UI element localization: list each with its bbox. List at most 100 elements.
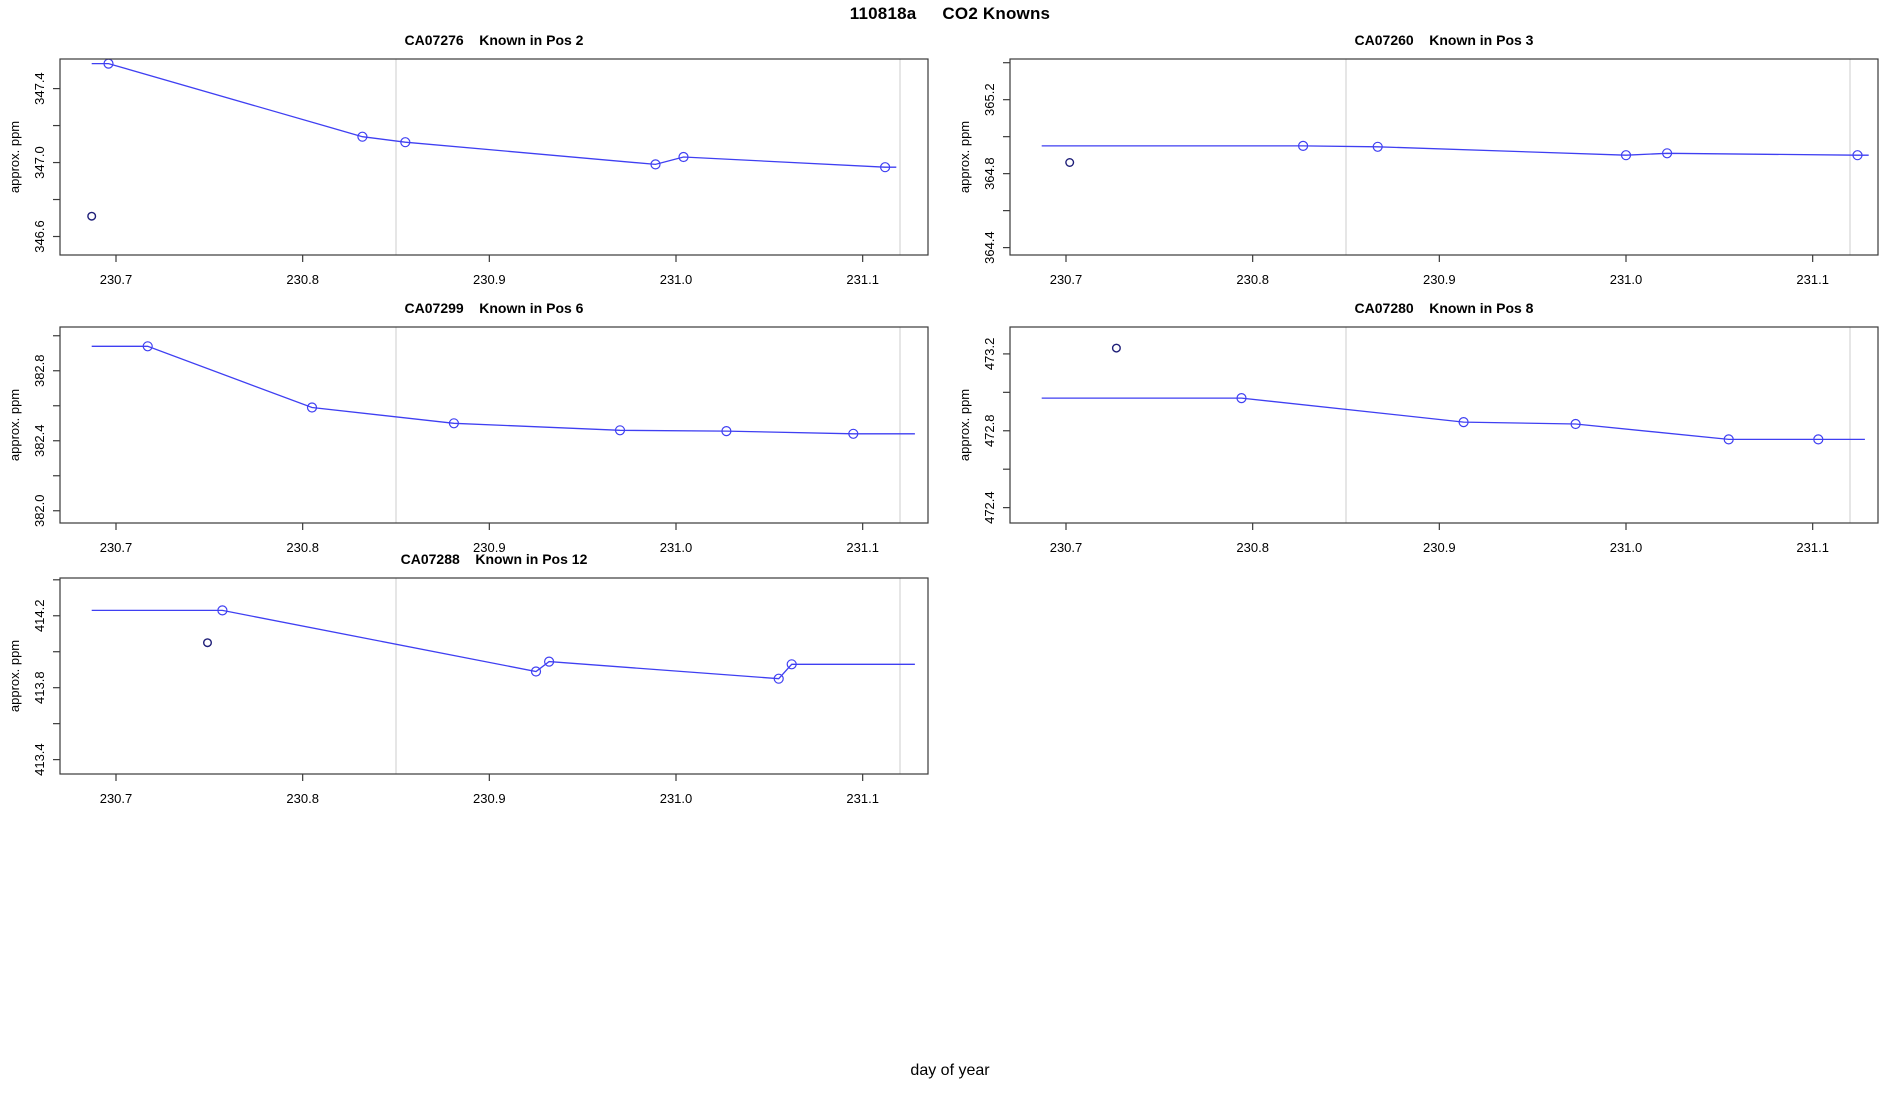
y-axis-tick-label: 414.2 [32, 599, 47, 632]
x-axis-tick-label: 230.7 [1050, 272, 1083, 287]
y-axis-tick-label: 382.8 [32, 354, 47, 387]
figure-title: 110818a CO2 Knowns [0, 4, 1900, 24]
y-axis-title: approx. ppm [7, 389, 22, 461]
chart-panel-CA07260: 230.7 230.8 230.9 231.0 231.1 364.4 364.8 365.2… [950, 14, 1900, 314]
outlier-point-marker [1111, 343, 1121, 353]
data-point-marker [879, 162, 891, 173]
x-axis-tick-label: 230.7 [100, 272, 133, 287]
outlier-point-marker [87, 211, 97, 221]
y-axis-tick-label: 413.4 [32, 743, 47, 776]
data-line-CA07288 [91, 609, 915, 680]
x-axis-tick-label: 230.8 [286, 272, 319, 287]
y-axis-tick-label: 364.8 [982, 157, 997, 190]
panel-svg-CA07299: 230.7 230.8 230.9 231.0 231.1 382.0 382.4 382.8… [7, 300, 929, 555]
x-axis-tick-label: 230.9 [473, 272, 506, 287]
data-point-marker [142, 341, 153, 352]
x-axis-tick-label: 231.0 [660, 272, 693, 287]
data-point-marker [217, 605, 228, 616]
data-point-marker [614, 425, 626, 436]
data-point-marker [1852, 150, 1863, 161]
data-point-marker [786, 659, 797, 670]
data-point-marker [1458, 417, 1469, 428]
y-axis-tick-label: 382.0 [32, 494, 47, 527]
x-axis-tick-label: 231.1 [846, 791, 879, 806]
chart-panel-CA07280: 230.7 230.8 230.9 231.0 231.1 472.4 472.8 473.2… [950, 282, 1900, 582]
data-line-CA07299 [91, 345, 915, 435]
outlier-point-marker [1065, 157, 1075, 167]
x-axis-tick-label: 231.0 [1610, 540, 1643, 555]
plot-frame [1009, 58, 1879, 256]
x-axis-tick-label: 231.1 [846, 540, 879, 555]
y-axis-tick-label: 472.4 [982, 491, 997, 524]
data-point-marker [306, 402, 318, 413]
y-axis-title: approx. ppm [7, 121, 22, 193]
y-axis-title: approx. ppm [957, 121, 972, 193]
data-line-CA07280 [1041, 397, 1865, 441]
outlier-point-marker [202, 638, 212, 648]
panel-title-CA07299: CA07299 Known in Pos 6 [405, 300, 584, 316]
data-point-marker [650, 159, 661, 170]
data-point-marker [1620, 150, 1632, 161]
data-line-CA07260 [1041, 145, 1869, 156]
panel-svg-CA07280: 230.7 230.8 230.9 231.0 231.1 472.4 472.8 473.2… [957, 300, 1879, 555]
x-axis-tick-label: 231.0 [660, 791, 693, 806]
chart-panel-CA07299: 230.7 230.8 230.9 231.0 231.1 382.0 382.4 382.8… [0, 282, 950, 582]
x-axis-tick-label: 230.9 [1423, 272, 1456, 287]
x-axis-title: day of year [910, 1062, 990, 1079]
panel-svg-CA07260: 230.7 230.8 230.9 231.0 231.1 364.4 364.8 365.2… [957, 32, 1879, 287]
data-point-marker [400, 137, 411, 148]
data-point-marker [848, 428, 859, 439]
data-point-marker [530, 666, 542, 677]
x-axis-tick-label: 230.7 [1050, 540, 1083, 555]
y-axis-tick-label: 413.8 [32, 671, 47, 704]
y-axis-title: approx. ppm [957, 389, 972, 461]
y-axis-title: approx. ppm [7, 640, 22, 712]
panel-title-CA07260: CA07260 Known in Pos 3 [1355, 32, 1534, 48]
y-axis-tick-label: 364.4 [982, 231, 997, 264]
x-axis-tick-label: 231.0 [1610, 272, 1643, 287]
data-point-marker [448, 418, 459, 429]
data-point-marker [1723, 434, 1734, 445]
x-axis-tick-label: 230.8 [1236, 272, 1269, 287]
y-axis-tick-label: 346.6 [32, 220, 47, 253]
data-line-CA07276 [91, 62, 897, 168]
x-axis-tick-label: 230.8 [286, 540, 319, 555]
y-axis-tick-label: 472.8 [982, 414, 997, 447]
y-axis-tick-label: 365.2 [982, 83, 997, 116]
plot-frame [59, 577, 929, 775]
data-point-marker [1570, 418, 1581, 430]
data-point-marker [678, 151, 689, 163]
panel-title-CA07276: CA07276 Known in Pos 2 [405, 32, 584, 48]
chart-panel-CA07276: 230.7 230.8 230.9 231.0 231.1 346.6 347.0 347.4… [0, 14, 950, 314]
y-axis-tick-label: 473.2 [982, 338, 997, 371]
panel-title-CA07288: CA07288 Known in Pos 12 [401, 551, 588, 567]
figure-title-text: CO2 Knowns [942, 4, 1051, 23]
data-point-marker [357, 131, 368, 142]
plot-frame [59, 326, 929, 524]
plot-frame [59, 58, 929, 256]
x-axis-tick-label: 231.0 [660, 540, 693, 555]
x-axis-tick-label: 231.1 [1796, 540, 1829, 555]
panel-svg-CA07276: 230.7 230.8 230.9 231.0 231.1 346.6 347.0 347.4… [7, 32, 929, 287]
plot-frame [1009, 326, 1879, 524]
panel-title-CA07280: CA07280 Known in Pos 8 [1355, 300, 1534, 316]
data-point-marker [1661, 148, 1673, 159]
x-axis-tick-label: 231.1 [1796, 272, 1829, 287]
y-axis-tick-label: 347.0 [32, 146, 47, 179]
data-point-marker [773, 673, 784, 684]
x-axis-tick-label: 230.8 [286, 791, 319, 806]
x-axis-tick-label: 230.9 [473, 791, 506, 806]
y-axis-tick-label: 382.4 [32, 424, 47, 457]
data-point-marker [1372, 141, 1383, 152]
data-point-marker [1813, 434, 1824, 445]
x-axis-tick-label: 230.8 [1236, 540, 1269, 555]
x-axis-tick-label: 230.7 [100, 791, 133, 806]
data-point-marker [1298, 140, 1309, 151]
y-axis-tick-label: 347.4 [32, 72, 47, 105]
x-axis-tick-label: 231.1 [846, 272, 879, 287]
chart-panel-CA07288: 230.7 230.8 230.9 231.0 231.1 413.4 413.8 414.2… [0, 533, 950, 833]
x-axis-tick-label: 230.9 [473, 540, 506, 555]
figure-title-run-id: 110818a [849, 4, 917, 23]
panel-svg-CA07288: 230.7 230.8 230.9 231.0 231.1 413.4 413.8 414.2… [7, 551, 929, 806]
x-axis-tick-label: 230.9 [1423, 540, 1456, 555]
